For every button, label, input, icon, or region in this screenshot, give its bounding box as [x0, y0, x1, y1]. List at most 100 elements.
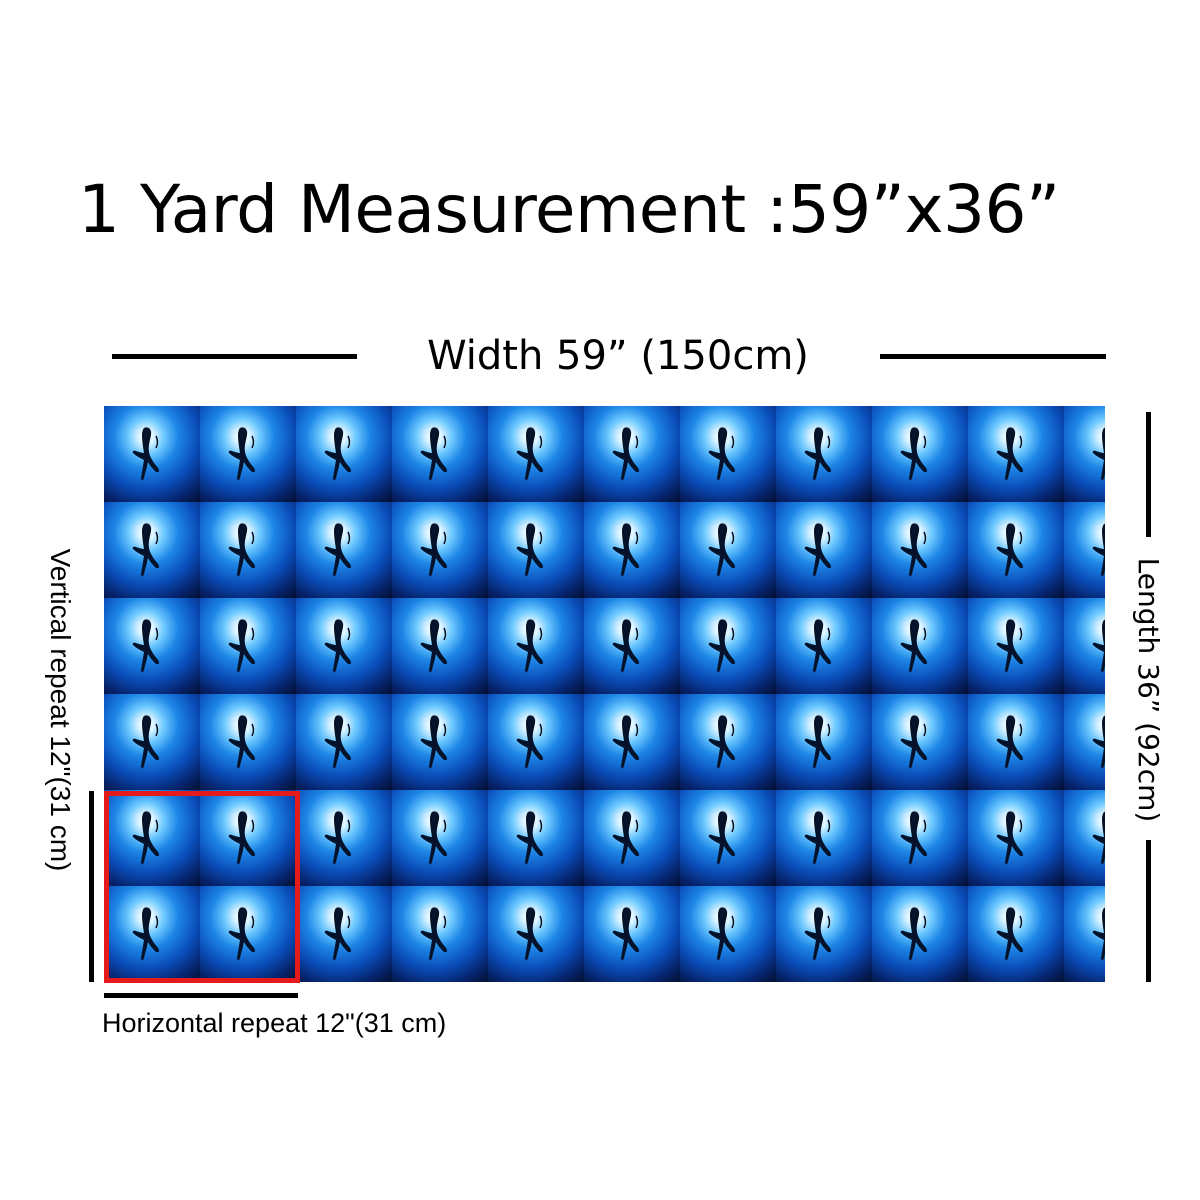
shark-silhouette-icon	[804, 523, 832, 577]
pattern-tile	[680, 598, 776, 694]
shark-silhouette-icon	[516, 427, 544, 481]
pattern-tile	[872, 790, 968, 886]
pattern-tile	[488, 598, 584, 694]
fabric-pattern	[104, 406, 1105, 982]
shark-silhouette-icon	[420, 619, 448, 673]
shark-silhouette-icon	[324, 811, 352, 865]
shark-silhouette-icon	[516, 619, 544, 673]
width-line-right	[880, 354, 1106, 359]
pattern-tile	[200, 406, 296, 502]
pattern-tile	[104, 502, 200, 598]
shark-silhouette-icon	[228, 811, 256, 865]
shark-silhouette-icon	[612, 619, 640, 673]
shark-silhouette-icon	[1092, 619, 1105, 673]
pattern-tile	[296, 694, 392, 790]
pattern-tile	[776, 790, 872, 886]
vertical-repeat-label: Vertical repeat 12"(31 cm)	[45, 548, 76, 872]
shark-silhouette-icon	[132, 619, 160, 673]
pattern-tile	[584, 502, 680, 598]
pattern-tile	[296, 790, 392, 886]
shark-silhouette-icon	[132, 907, 160, 961]
shark-silhouette-icon	[420, 811, 448, 865]
pattern-tile	[200, 886, 296, 982]
pattern-tile	[968, 598, 1064, 694]
shark-silhouette-icon	[900, 619, 928, 673]
shark-silhouette-icon	[1092, 715, 1105, 769]
shark-silhouette-icon	[228, 427, 256, 481]
pattern-tile	[392, 406, 488, 502]
pattern-tile	[296, 406, 392, 502]
shark-silhouette-icon	[612, 523, 640, 577]
shark-silhouette-icon	[900, 715, 928, 769]
pattern-tile	[872, 406, 968, 502]
shark-silhouette-icon	[228, 619, 256, 673]
pattern-tile	[968, 886, 1064, 982]
length-line-top	[1146, 412, 1151, 537]
pattern-tile	[488, 694, 584, 790]
shark-silhouette-icon	[516, 715, 544, 769]
pattern-tile	[776, 694, 872, 790]
shark-silhouette-icon	[1092, 523, 1105, 577]
shark-silhouette-icon	[612, 715, 640, 769]
pattern-tile	[200, 694, 296, 790]
shark-silhouette-icon	[996, 715, 1024, 769]
shark-silhouette-icon	[804, 619, 832, 673]
shark-silhouette-icon	[324, 523, 352, 577]
shark-silhouette-icon	[420, 907, 448, 961]
pattern-tile	[776, 886, 872, 982]
pattern-tile	[200, 598, 296, 694]
pattern-tile	[584, 790, 680, 886]
pattern-tile	[776, 598, 872, 694]
shark-silhouette-icon	[708, 523, 736, 577]
pattern-tile	[1064, 598, 1105, 694]
pattern-tile	[392, 694, 488, 790]
shark-silhouette-icon	[708, 715, 736, 769]
shark-silhouette-icon	[132, 811, 160, 865]
shark-silhouette-icon	[516, 523, 544, 577]
shark-silhouette-icon	[1092, 427, 1105, 481]
shark-silhouette-icon	[132, 715, 160, 769]
pattern-tile	[968, 790, 1064, 886]
pattern-tile	[968, 502, 1064, 598]
shark-silhouette-icon	[228, 523, 256, 577]
pattern-tile	[1064, 502, 1105, 598]
pattern-tile	[872, 886, 968, 982]
shark-silhouette-icon	[804, 907, 832, 961]
pattern-tile	[104, 694, 200, 790]
pattern-tile	[968, 406, 1064, 502]
pattern-tile	[584, 886, 680, 982]
length-label: Length 36” (92cm)	[1132, 557, 1165, 823]
pattern-tile	[200, 790, 296, 886]
page-title: 1 Yard Measurement :59”x36”	[78, 171, 1060, 248]
shark-silhouette-icon	[516, 811, 544, 865]
shark-silhouette-icon	[324, 907, 352, 961]
shark-silhouette-icon	[324, 619, 352, 673]
shark-silhouette-icon	[228, 715, 256, 769]
pattern-tile	[392, 790, 488, 886]
pattern-tile	[200, 502, 296, 598]
pattern-tile	[1064, 790, 1105, 886]
shark-silhouette-icon	[324, 427, 352, 481]
shark-silhouette-icon	[708, 811, 736, 865]
shark-silhouette-icon	[612, 907, 640, 961]
length-line-bottom	[1146, 840, 1151, 982]
shark-silhouette-icon	[612, 811, 640, 865]
vertical-repeat-line	[89, 791, 94, 982]
shark-silhouette-icon	[996, 907, 1024, 961]
shark-silhouette-icon	[900, 907, 928, 961]
shark-silhouette-icon	[900, 427, 928, 481]
width-label: Width 59” (150cm)	[427, 333, 809, 379]
pattern-tile	[680, 694, 776, 790]
pattern-tile	[776, 502, 872, 598]
pattern-tile	[296, 598, 392, 694]
pattern-tile	[776, 406, 872, 502]
pattern-tile	[584, 406, 680, 502]
shark-silhouette-icon	[516, 907, 544, 961]
pattern-tile	[296, 502, 392, 598]
shark-silhouette-icon	[132, 523, 160, 577]
shark-silhouette-icon	[804, 715, 832, 769]
pattern-tile	[104, 886, 200, 982]
pattern-tile	[104, 598, 200, 694]
shark-silhouette-icon	[1092, 907, 1105, 961]
shark-silhouette-icon	[420, 715, 448, 769]
